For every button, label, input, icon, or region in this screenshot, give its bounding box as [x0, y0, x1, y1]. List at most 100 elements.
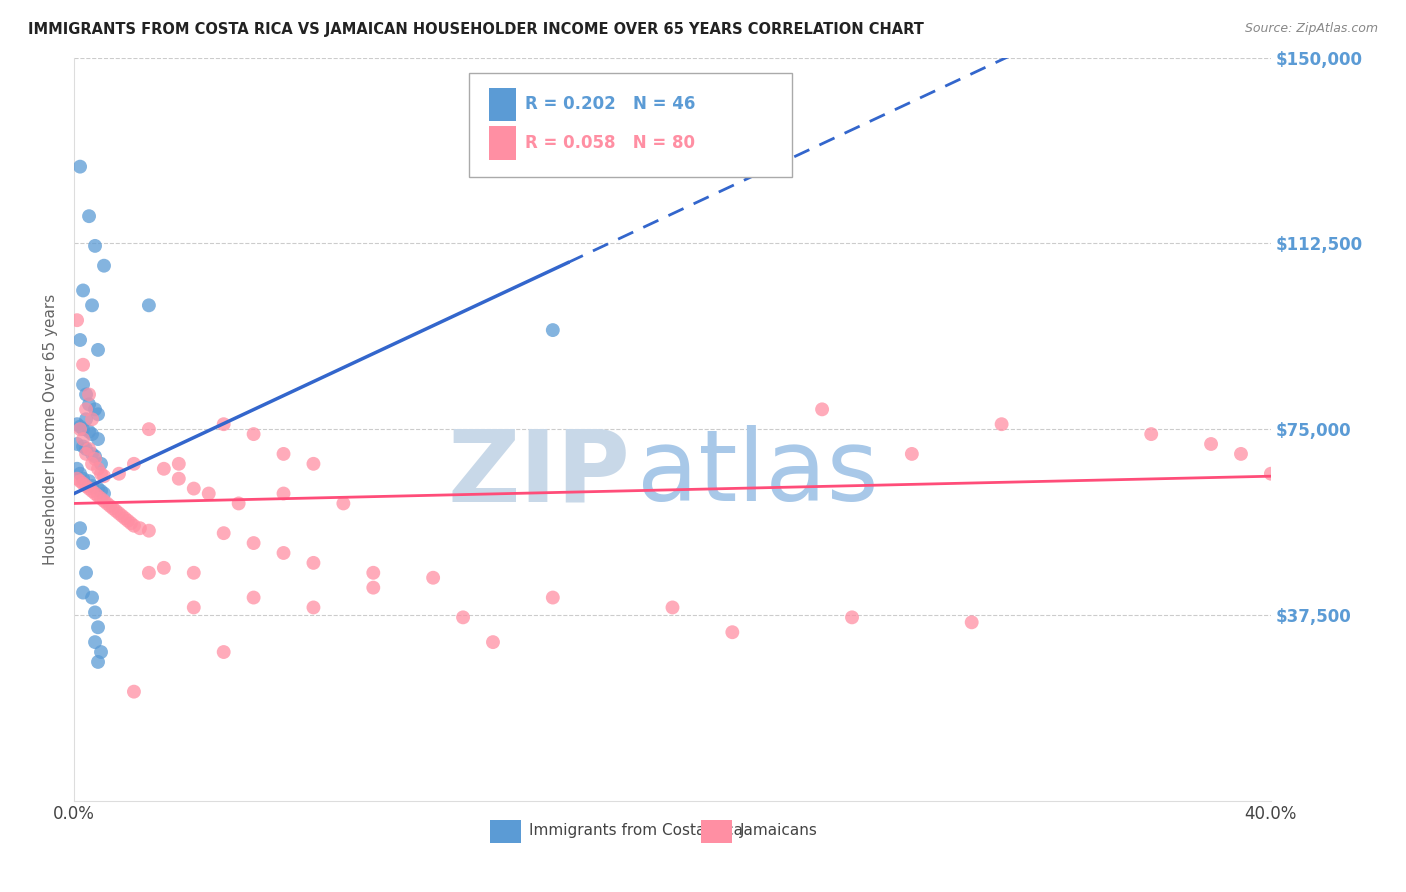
Point	[80, 412, 103, 426]
Point	[77, 482, 100, 496]
Point	[138, 298, 160, 312]
Point	[87, 489, 110, 503]
Point	[75, 412, 97, 426]
Point	[422, 571, 444, 585]
Point	[120, 516, 142, 531]
Point	[69, 422, 91, 436]
Point	[72, 358, 94, 372]
Point	[69, 419, 91, 434]
Point	[72, 536, 94, 550]
Point	[153, 462, 176, 476]
Point	[84, 402, 107, 417]
Point	[72, 284, 94, 298]
Point	[72, 585, 94, 599]
Point	[90, 491, 112, 506]
Point	[87, 343, 110, 357]
Point	[72, 472, 94, 486]
Point	[66, 313, 89, 327]
Point	[72, 422, 94, 436]
Point	[361, 566, 384, 580]
Text: Source: ZipAtlas.com: Source: ZipAtlas.com	[1244, 22, 1378, 36]
Text: atlas: atlas	[637, 425, 879, 522]
Point	[75, 566, 97, 580]
Point	[990, 417, 1012, 432]
Point	[69, 160, 91, 174]
Point	[84, 239, 107, 253]
Text: IMMIGRANTS FROM COSTA RICA VS JAMAICAN HOUSEHOLDER INCOME OVER 65 YEARS CORRELAT: IMMIGRANTS FROM COSTA RICA VS JAMAICAN H…	[28, 22, 924, 37]
Point	[84, 486, 107, 500]
Point	[84, 451, 107, 466]
Point	[117, 514, 139, 528]
Point	[75, 447, 97, 461]
Point	[302, 457, 325, 471]
Text: R = 0.058   N = 80: R = 0.058 N = 80	[526, 134, 696, 153]
Point	[302, 556, 325, 570]
Point	[197, 486, 219, 500]
Point	[1140, 427, 1163, 442]
Point	[183, 600, 205, 615]
Point	[72, 432, 94, 446]
Point	[72, 377, 94, 392]
Point	[167, 457, 190, 471]
Point	[273, 447, 295, 461]
Point	[87, 407, 110, 421]
Point	[273, 486, 295, 500]
Point	[66, 417, 89, 432]
Point	[1230, 447, 1253, 461]
Point	[87, 462, 110, 476]
Point	[69, 467, 91, 481]
Point	[104, 504, 127, 518]
Point	[302, 600, 325, 615]
Point	[183, 566, 205, 580]
Point	[93, 494, 115, 508]
Point	[69, 333, 91, 347]
Point	[541, 323, 564, 337]
Text: R = 0.202   N = 46: R = 0.202 N = 46	[526, 95, 696, 113]
Point	[138, 566, 160, 580]
Point	[87, 432, 110, 446]
Point	[721, 625, 744, 640]
Point	[541, 591, 564, 605]
Text: Immigrants from Costa Rica: Immigrants from Costa Rica	[529, 823, 744, 838]
Point	[212, 526, 235, 541]
Point	[242, 536, 264, 550]
Point	[84, 635, 107, 649]
Point	[242, 591, 264, 605]
Point	[111, 508, 134, 523]
Point	[77, 442, 100, 456]
Point	[90, 484, 112, 499]
Point	[75, 387, 97, 401]
Point	[108, 467, 131, 481]
Point	[93, 259, 115, 273]
Point	[80, 591, 103, 605]
Point	[66, 472, 89, 486]
Point	[122, 457, 145, 471]
Point	[811, 402, 834, 417]
Text: ZIP: ZIP	[447, 425, 631, 522]
Point	[84, 450, 107, 464]
Point	[108, 507, 131, 521]
Point	[114, 511, 136, 525]
Point	[138, 524, 160, 538]
Point	[122, 518, 145, 533]
Point	[75, 402, 97, 417]
Point	[212, 645, 235, 659]
Point	[1199, 437, 1222, 451]
Point	[90, 467, 112, 481]
Point	[482, 635, 505, 649]
Point	[183, 482, 205, 496]
Point	[93, 486, 115, 500]
Point	[66, 437, 89, 451]
Point	[90, 645, 112, 659]
Point	[167, 472, 190, 486]
Point	[80, 457, 103, 471]
Point	[129, 521, 152, 535]
Point	[153, 561, 176, 575]
Point	[332, 496, 354, 510]
Point	[101, 501, 124, 516]
Point	[138, 422, 160, 436]
Point	[1260, 467, 1282, 481]
Text: Jamaicans: Jamaicans	[740, 823, 818, 838]
Point	[960, 615, 983, 630]
Point	[90, 457, 112, 471]
